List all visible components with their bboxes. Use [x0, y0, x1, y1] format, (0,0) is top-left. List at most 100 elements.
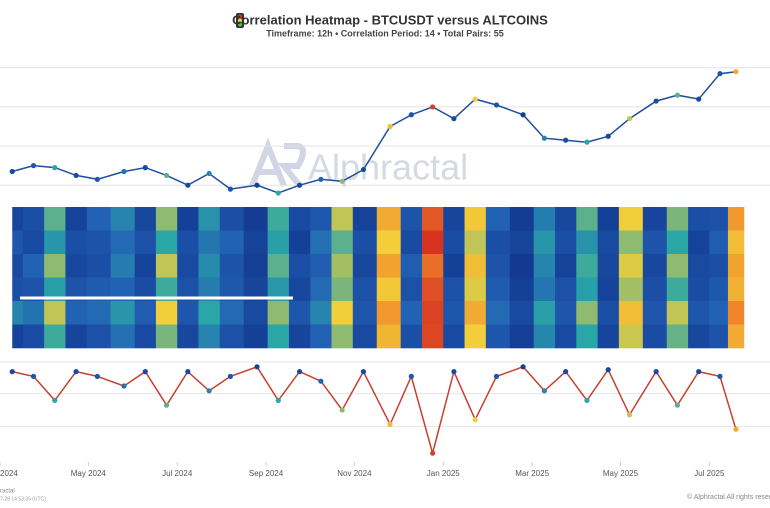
heatmap-cell [666, 254, 689, 278]
heatmap-cell [110, 230, 135, 255]
point [520, 112, 526, 118]
heatmap-cell [485, 254, 511, 278]
heatmap-cell [243, 207, 268, 231]
heatmap-cell [12, 230, 24, 255]
heatmap-cell [443, 230, 465, 255]
heatmap-cell [310, 301, 332, 325]
heatmap-cell [110, 301, 135, 325]
point [73, 369, 79, 375]
heatmap-cell [576, 230, 598, 255]
heatmap-cell [243, 254, 268, 278]
heatmap-cell [288, 230, 311, 255]
footer-right: © Alphractal All rights reserved [687, 493, 770, 501]
heatmap-cell [310, 324, 332, 349]
point [563, 369, 569, 375]
heatmap-cell [198, 254, 221, 278]
heatmap-cell [485, 230, 511, 255]
heatmap-cell [443, 277, 465, 302]
heatmap-cell [331, 230, 354, 255]
heatmap-cell [597, 207, 620, 231]
heatmap-cell [310, 277, 332, 302]
heatmap-cell [618, 324, 644, 349]
point [605, 367, 611, 373]
heatmap-cell [666, 301, 689, 325]
heatmap-cell [86, 301, 111, 325]
point [520, 364, 526, 370]
heatmap-cell [576, 324, 598, 349]
heatmap-cell [177, 301, 199, 325]
heatmap-cell [155, 301, 178, 325]
heatmap-cell [618, 230, 644, 255]
heatmap-cell [576, 207, 598, 231]
watermark-text: Alphractal [308, 147, 468, 188]
point [451, 369, 457, 375]
heatmap-cell [65, 254, 88, 278]
heatmap-cell [727, 324, 745, 349]
heatmap-cell [376, 277, 401, 302]
heatmap-cell [243, 230, 268, 255]
heatmap-cell [555, 207, 577, 231]
heatmap-cell [86, 277, 111, 302]
heatmap-cell [12, 207, 24, 231]
heatmap-cell [597, 324, 620, 349]
heatmap-cell [65, 277, 88, 302]
point [94, 176, 100, 182]
x-tick-label: Sep 2024 [249, 469, 284, 478]
heatmap-cell [110, 254, 135, 278]
heatmap-cell [709, 301, 729, 325]
heatmap-cell [134, 230, 157, 255]
heatmap-cell [421, 277, 444, 302]
point [360, 166, 367, 173]
point [30, 373, 37, 379]
x-tick-label: 2024 [0, 469, 18, 478]
point [30, 163, 37, 169]
heatmap-cell [134, 207, 157, 231]
point [296, 369, 303, 375]
heatmap-cell [65, 301, 88, 325]
point [9, 369, 15, 375]
heatmap-cell [509, 301, 535, 325]
heatmap-cell [22, 277, 45, 302]
heatmap-cell [198, 277, 221, 302]
heatmap-cell [597, 301, 620, 325]
heatmap-cell [219, 301, 245, 325]
point [653, 98, 659, 104]
heatmap-cell [310, 230, 332, 255]
heatmap-cell [155, 324, 178, 349]
heatmap-cell [464, 324, 487, 349]
heatmap-cell [688, 254, 710, 278]
point [360, 369, 367, 375]
heatmap-cell [177, 277, 199, 302]
heatmap-cell [464, 230, 487, 255]
heatmap-cell [352, 230, 378, 255]
heatmap-cell [509, 207, 535, 231]
heatmap-cell [485, 301, 511, 325]
heatmap-cell [642, 324, 668, 349]
heatmap-cell [352, 301, 378, 325]
heatmap-cell [288, 254, 311, 278]
point [254, 364, 260, 370]
heatmap-cell [400, 207, 423, 231]
heatmap-cell [331, 324, 354, 349]
x-tick-label: Mar 2025 [515, 469, 549, 478]
point [296, 182, 303, 188]
heatmap-cell [177, 207, 199, 231]
heatmap-cell [709, 254, 729, 278]
point [717, 373, 723, 379]
line [12, 365, 737, 457]
heatmap-cell [400, 230, 423, 255]
heatmap-cell [443, 207, 465, 231]
point [696, 96, 702, 102]
heatmap-cell [485, 324, 511, 349]
heatmap-cell [642, 207, 668, 231]
heatmap-cell [331, 277, 354, 302]
heatmap-cell [12, 324, 24, 349]
point [185, 182, 191, 188]
heatmap-cell [709, 207, 729, 231]
heatmap-cell [642, 277, 668, 302]
heatmap-cell [400, 324, 423, 349]
heatmap-cell [219, 324, 245, 349]
point [563, 137, 569, 143]
heatmap-cell [400, 277, 423, 302]
point [318, 378, 324, 384]
